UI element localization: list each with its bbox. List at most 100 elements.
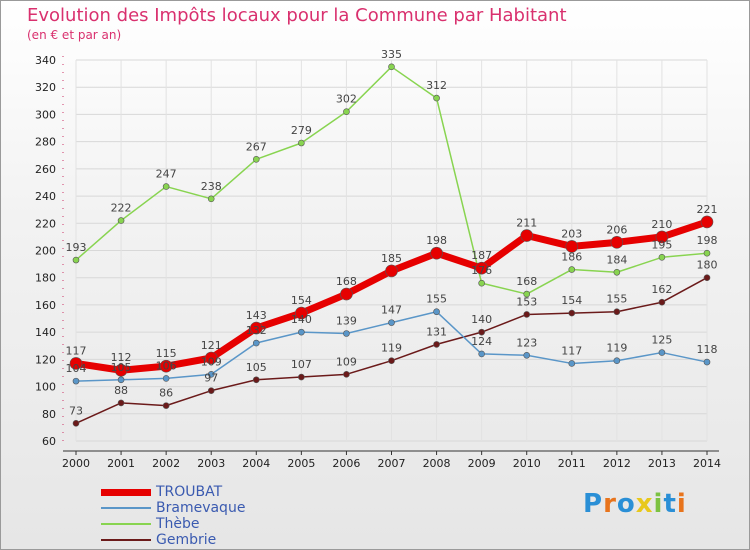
logo-letter: i	[653, 489, 664, 519]
data-label-bramevaque: 125	[651, 334, 672, 347]
data-label-gembrie: 107	[291, 358, 312, 371]
legend-swatch-troubat	[101, 488, 151, 496]
data-label-bramevaque: 124	[471, 335, 492, 348]
y-tick-label: 80	[42, 408, 56, 421]
data-label-thebe: 302	[336, 93, 357, 106]
data-point-gembrie	[72, 420, 80, 427]
data-label-bramevaque: 104	[66, 362, 87, 375]
logo-letter: t	[663, 489, 677, 519]
x-tick-label: 2010	[513, 457, 541, 470]
data-point-bramevaque	[72, 377, 80, 385]
y-tick-label: 220	[35, 217, 56, 230]
y-tick-label: 100	[35, 381, 56, 394]
data-point-bramevaque	[658, 349, 666, 356]
data-point-troubat	[249, 321, 263, 335]
data-label-gembrie: 119	[381, 342, 402, 355]
data-label-thebe: 168	[516, 275, 537, 288]
data-label-bramevaque: 105	[111, 361, 132, 374]
data-label-thebe: 186	[561, 251, 582, 264]
data-point-thebe	[207, 195, 215, 203]
data-label-gembrie: 154	[561, 294, 582, 307]
data-point-troubat	[385, 264, 398, 278]
data-point-troubat	[655, 230, 669, 244]
data-point-bramevaque	[703, 358, 711, 366]
data-point-troubat	[520, 229, 534, 242]
data-label-troubat: 117	[66, 344, 87, 357]
data-point-thebe	[117, 217, 125, 224]
y-tick-label: 320	[35, 81, 56, 94]
data-point-thebe	[478, 279, 485, 287]
data-point-thebe	[568, 266, 576, 273]
data-point-gembrie	[252, 376, 260, 384]
data-point-bramevaque	[523, 351, 531, 359]
logo-letter: P	[583, 489, 604, 519]
data-point-troubat	[114, 363, 128, 377]
data-label-thebe: 195	[651, 238, 672, 251]
x-tick-label: 2005	[287, 457, 315, 470]
legend: TROUBAT Bramevaque Thèbe Gembrie	[101, 484, 321, 549]
legend-item-gembrie: Gembrie	[101, 532, 321, 549]
data-label-gembrie: 155	[606, 293, 627, 306]
data-label-troubat: 143	[246, 309, 267, 322]
data-point-bramevaque	[433, 308, 440, 316]
data-point-thebe	[613, 268, 621, 276]
data-point-gembrie	[703, 274, 711, 282]
x-tick-label: 2007	[378, 457, 406, 470]
data-label-thebe: 312	[426, 79, 447, 92]
y-tick-label: 60	[42, 435, 56, 448]
proxiti-logo: Proxiti	[583, 489, 687, 519]
data-label-gembrie: 131	[426, 325, 447, 338]
data-label-thebe: 267	[246, 140, 267, 153]
x-tick-label: 2003	[197, 457, 225, 470]
data-point-troubat	[430, 246, 443, 260]
data-label-troubat: 185	[381, 252, 402, 265]
y-tick-label: 140	[35, 326, 56, 339]
y-tick-label: 160	[35, 299, 56, 312]
x-tick-label: 2000	[62, 457, 90, 470]
data-point-thebe	[252, 156, 260, 163]
data-point-bramevaque	[343, 330, 350, 337]
data-label-troubat: 187	[471, 249, 492, 262]
data-point-troubat	[69, 357, 83, 370]
data-label-thebe: 198	[697, 234, 718, 247]
data-point-bramevaque	[478, 350, 485, 358]
data-label-bramevaque: 106	[156, 359, 177, 372]
data-point-gembrie	[568, 309, 576, 317]
legend-item-bramevaque: Bramevaque	[101, 500, 321, 517]
chart-subtitle: (en € et par an)	[27, 28, 122, 42]
x-tick-label: 2002	[152, 457, 180, 470]
data-point-gembrie	[433, 341, 440, 348]
y-tick-label: 180	[35, 272, 56, 285]
legend-label-troubat: TROUBAT	[156, 484, 223, 500]
data-label-troubat: 168	[336, 275, 357, 288]
logo-letter: r	[603, 489, 617, 519]
data-point-thebe	[703, 249, 711, 257]
data-label-troubat: 154	[291, 294, 312, 307]
data-point-troubat	[565, 240, 579, 253]
data-point-troubat	[295, 306, 308, 320]
data-label-gembrie: 140	[471, 313, 492, 326]
logo-letter: i	[676, 489, 687, 519]
x-tick-label: 2008	[423, 457, 451, 470]
data-label-bramevaque: 132	[246, 324, 267, 337]
legend-swatch-gembrie	[101, 539, 151, 541]
data-label-troubat: 210	[651, 218, 672, 231]
data-point-gembrie	[162, 402, 170, 409]
data-label-thebe: 193	[66, 241, 87, 254]
x-tick-label: 2014	[693, 457, 721, 470]
data-label-bramevaque: 109	[201, 355, 222, 368]
data-point-gembrie	[207, 387, 215, 394]
data-point-gembrie	[658, 298, 666, 306]
data-label-gembrie: 153	[516, 295, 537, 308]
data-point-gembrie	[613, 308, 621, 316]
data-label-troubat: 198	[426, 234, 447, 247]
data-label-thebe: 335	[381, 48, 402, 61]
data-label-troubat: 206	[606, 223, 627, 236]
data-label-gembrie: 105	[246, 361, 267, 374]
logo-letter: o	[616, 489, 636, 519]
y-tick-label: 260	[35, 163, 56, 176]
data-label-thebe: 184	[606, 253, 627, 266]
data-point-troubat	[475, 261, 488, 275]
y-tick-label: 300	[35, 108, 56, 121]
